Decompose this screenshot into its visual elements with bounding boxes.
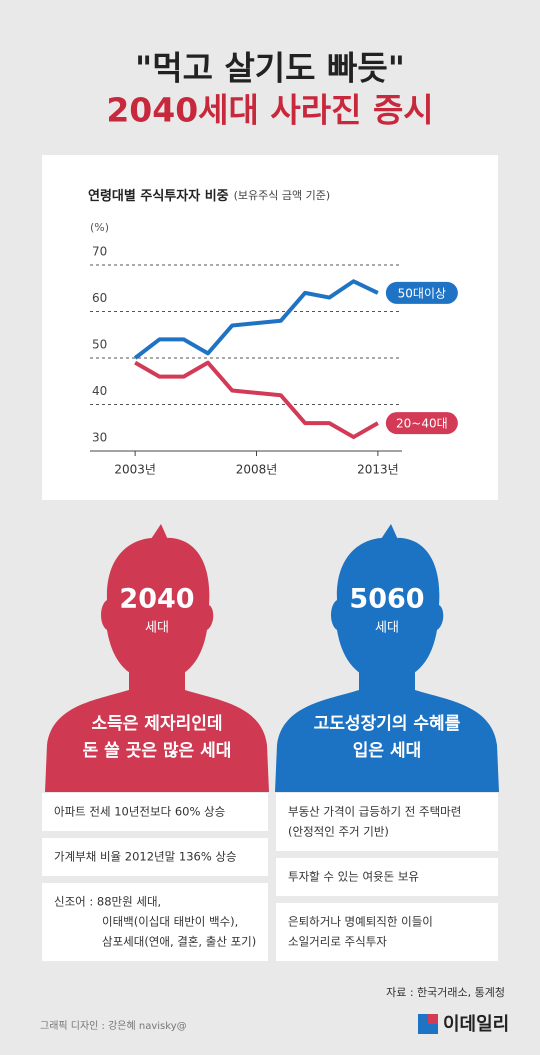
logo: 이데일리 [418,1014,509,1035]
item-text: 이태백(이십대 태반이 백수), [102,915,238,929]
headline: 2040세대 사라진 증시 [106,91,433,130]
chart-title: 연령대별 주식투자자 비중 [88,188,229,204]
legend-label: 20~40대 [396,417,448,431]
logo-text: 이데일리 [443,1014,509,1035]
series-label-pill [385,412,458,435]
chart: 30 40 50 60 70 2003년 2008년 2013년 50대이상 20~40대 [90,245,458,477]
chart-subtitle: (보유주식 금액 기준) [234,189,331,202]
item-box [42,793,268,831]
item-box [276,793,498,851]
y-tick-label: 30 [92,431,107,445]
item-text: 가계부채 비율 2012년말 136% 상승 [54,850,237,864]
group-description: 소득은 제자리인데 [91,714,222,734]
item-text: 투자할 수 있는 여윳돈 보유 [288,870,419,884]
series-label-pill [385,281,458,304]
y-tick-label: 70 [92,245,107,259]
headline: "먹고 살기도 빠듯" [135,49,405,88]
source: 자료 : 한국거래소, 통계청 [386,986,505,999]
y-tick-label: 50 [92,338,107,352]
chart-panel [42,155,498,500]
x-tick-label: 2013년 [357,463,399,477]
group-description: 고도성장기의 수혜를 [314,714,461,734]
credit: 그래픽 디자인 : 강은혜 navisky@ [40,1020,187,1032]
item-box [42,883,268,961]
y-tick-label: 40 [92,384,107,398]
item-text: 신조어 : 88만원 세대, [54,895,161,909]
data-line [134,360,379,440]
item-box [276,903,498,961]
item-box [42,838,268,876]
chart-heading: 연령대별 주식투자자 비중 (보유주식 금액 기준) [88,188,330,204]
group-label: 5060 [349,584,424,615]
item-text: 아파트 전세 10년전보다 60% 상승 [54,805,225,819]
item-box [276,858,498,896]
group-description: 돈 쓸 곳은 많은 세대 [83,741,232,761]
item-text: (안정적인 주거 기반) [288,825,389,839]
item-text: 은퇴하거나 명예퇴직한 이들이 [288,915,433,929]
item-text: 삼포세대(연애, 결혼, 출산 포기) [102,935,256,949]
group-description: 입은 세대 [353,741,421,761]
group-label: 2040 [119,584,194,615]
group-sublabel: 세대 [375,621,399,636]
legend-label: 50대이상 [398,286,446,300]
y-tick-label: 60 [92,291,107,305]
x-tick-label: 2003년 [114,463,156,477]
group-sublabel: 세대 [145,621,169,636]
item-text: 소일거리로 주식투자 [288,935,387,949]
y-unit: (%) [90,221,109,234]
data-line [133,279,379,360]
x-tick-label: 2008년 [236,463,278,477]
item-text: 부동산 가격이 급등하기 전 주택마련 [288,805,461,819]
logo-icon [428,1014,438,1024]
